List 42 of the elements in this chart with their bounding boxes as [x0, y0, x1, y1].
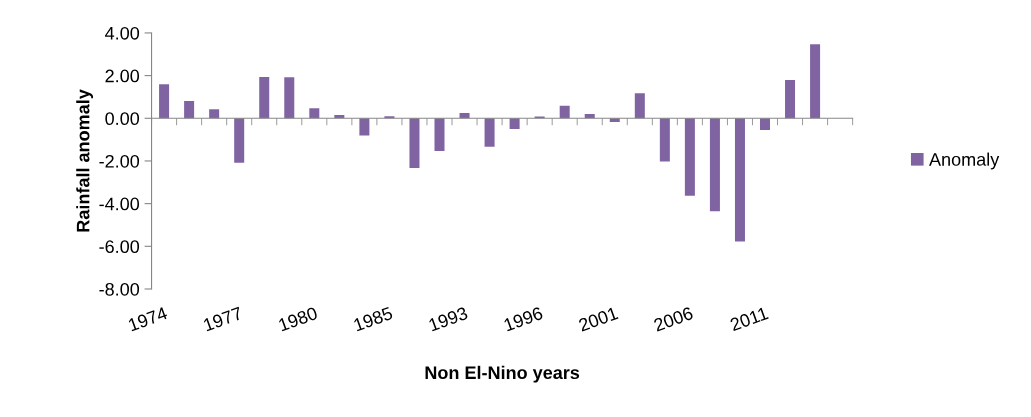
y-tick-label: -4.00	[99, 197, 140, 211]
x-tick-label: 1980	[278, 306, 319, 332]
bar	[559, 105, 570, 119]
bar	[634, 93, 645, 119]
x-tick-label: 2011	[729, 306, 769, 332]
bar	[159, 84, 170, 119]
bar	[785, 79, 796, 119]
bar	[234, 118, 245, 163]
y-tick-label: -2.00	[99, 154, 140, 168]
bar	[584, 114, 595, 119]
bar	[709, 118, 720, 212]
y-tick-label: -8.00	[99, 282, 140, 296]
x-tick-label: 1996	[503, 306, 544, 332]
y-tick-label: 0.00	[105, 112, 140, 126]
bar	[484, 118, 495, 147]
bar	[734, 118, 745, 242]
bar	[434, 118, 445, 151]
y-axis-title: Rainfall anomaly	[76, 89, 94, 232]
x-tick-label: 2006	[653, 306, 694, 332]
y-tick-label: 2.00	[105, 69, 140, 83]
x-tick-label: 2001	[578, 306, 619, 332]
legend-label: Anomaly	[929, 152, 1000, 170]
x-axis-title: Non El-Nino years	[425, 365, 580, 383]
x-tick-label: 1985	[353, 306, 394, 332]
bar	[259, 76, 270, 119]
y-tick-label: -6.00	[99, 240, 140, 254]
x-tick-label: 1993	[428, 306, 469, 332]
x-tick-label: 1974	[127, 306, 169, 332]
bar	[209, 109, 220, 119]
bar	[759, 118, 771, 131]
bar	[284, 77, 295, 119]
bar	[184, 101, 195, 119]
bar	[684, 118, 695, 196]
bar	[459, 112, 470, 119]
bar	[659, 118, 670, 162]
bar	[509, 118, 520, 129]
bar	[409, 118, 420, 168]
y-tick-label: 4.00	[105, 26, 140, 40]
bar	[810, 44, 821, 119]
bar	[309, 108, 320, 119]
x-tick-label: 1977	[202, 306, 243, 332]
bar	[359, 118, 370, 136]
